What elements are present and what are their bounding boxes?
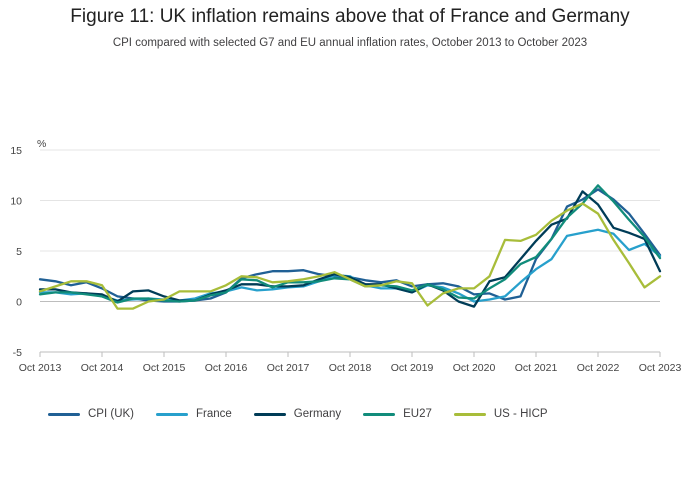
legend-item[interactable]: US - HICP: [453, 408, 548, 420]
y-tick-label: 10: [10, 196, 22, 208]
chart-subtitle: CPI compared with selected G7 and EU ann…: [112, 37, 588, 49]
legend-label: US - HICP: [493, 408, 548, 420]
x-tick-label: Oct 2022: [577, 362, 620, 374]
x-tick-label: Oct 2015: [143, 362, 186, 374]
series-line-eu27: [38, 184, 662, 304]
x-tick-label: Oct 2018: [329, 362, 372, 374]
legend-swatch: [363, 412, 396, 416]
series-lines: [38, 184, 662, 310]
x-tick-label: Oct 2016: [205, 362, 248, 374]
chart-title: Figure 11: UK inflation remains above th…: [70, 6, 630, 27]
legend-item[interactable]: France: [156, 408, 232, 420]
y-tick-label: 5: [16, 246, 22, 258]
y-axis-unit-label: %: [37, 138, 46, 150]
legend-label: CPI (UK): [88, 408, 134, 420]
legend-swatch: [156, 412, 188, 416]
legend-item[interactable]: CPI (UK): [48, 408, 134, 420]
grid-lines: [40, 149, 660, 353]
legend-label: France: [196, 408, 232, 420]
legend-item[interactable]: EU27: [363, 408, 432, 420]
axes: -5 0 5 10 15 Oct 2013 Oct 2014 Oct 2015 Oct 2016…: [10, 145, 681, 374]
legend-swatch: [48, 412, 80, 416]
x-tick-label: Oct 2023: [639, 362, 682, 374]
legend-swatch: [253, 412, 286, 416]
series-line-germany: [38, 190, 662, 308]
y-tick-label: 15: [10, 145, 22, 157]
series-line-cpi-uk: [38, 188, 662, 303]
x-tick-label: Oct 2020: [453, 362, 496, 374]
y-tick-label: 0: [16, 297, 22, 309]
x-tick-label: Oct 2017: [267, 362, 310, 374]
series-line-us-hicp: [38, 202, 662, 310]
x-tick-label: Oct 2013: [19, 362, 62, 374]
y-tick-label: -5: [13, 347, 22, 359]
legend-swatch: [453, 412, 486, 416]
x-tick-label: Oct 2019: [391, 362, 434, 374]
legend-label: Germany: [293, 408, 342, 420]
x-tick-label: Oct 2021: [515, 362, 558, 374]
x-tick-label: Oct 2014: [81, 362, 124, 374]
legend-label: EU27: [403, 408, 432, 420]
chart-legend: CPI (UK) France Germany EU27 US - HICP: [48, 408, 570, 420]
legend-item[interactable]: Germany: [253, 408, 342, 420]
